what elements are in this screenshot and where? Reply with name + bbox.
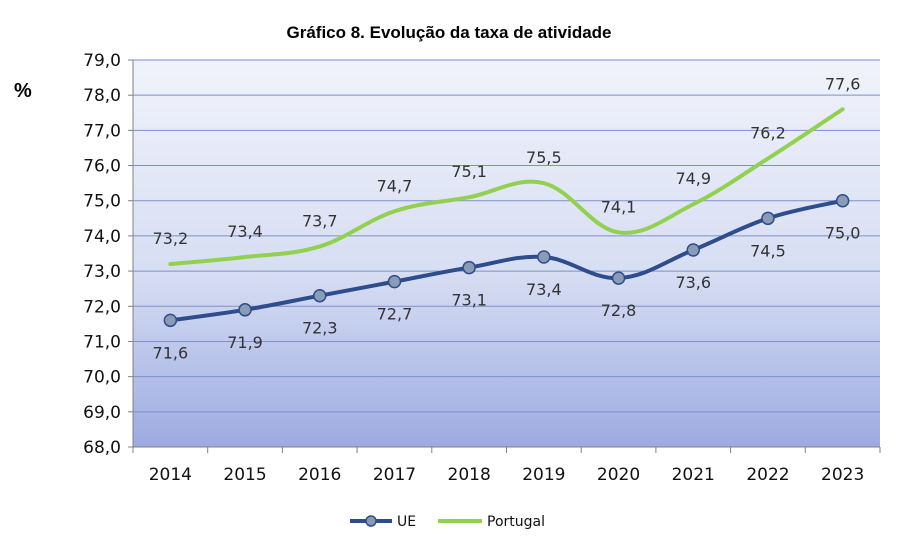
data-label-portugal: 76,2 (750, 124, 786, 143)
data-label-ue: 72,7 (377, 305, 413, 324)
data-label-ue: 74,5 (750, 241, 786, 260)
data-label-portugal: 74,1 (601, 197, 637, 216)
data-label-ue: 73,6 (675, 273, 711, 292)
data-label-portugal: 74,7 (377, 176, 413, 195)
series-line-ue (168, 198, 845, 323)
data-label-portugal: 77,6 (825, 74, 861, 93)
data-point-ue (686, 243, 700, 257)
data-labels: 71,6 71,9 72,3 72,7 73,1 73,4 72,8 73,6 74,5 75,0… (153, 74, 861, 362)
x-tick-label: 2019 (522, 465, 565, 485)
x-tick-label: 2021 (672, 465, 715, 485)
data-point-ue (387, 274, 402, 289)
data-label-ue: 71,6 (153, 343, 189, 362)
data-label-ue: 75,0 (825, 224, 861, 243)
data-label-portugal: 74,9 (675, 169, 711, 188)
legend-label-portugal: Portugal (487, 514, 545, 530)
data-label-portugal: 73,7 (302, 211, 338, 230)
y-tick-label: 74,0 (83, 227, 121, 247)
chart-title: Gráfico 8. Evolução da taxa de atividade (286, 23, 611, 42)
y-tick-label: 68,0 (83, 438, 121, 458)
data-point-ue (462, 260, 476, 275)
data-label-ue: 72,8 (601, 301, 637, 320)
data-label-portugal: 73,4 (227, 222, 263, 241)
x-tick-label: 2015 (223, 465, 266, 485)
data-point-ue (313, 288, 327, 303)
data-point-ue (835, 193, 850, 208)
x-tick-label: 2014 (149, 465, 192, 485)
y-tick-label: 77,0 (83, 121, 121, 141)
data-point-ue (163, 313, 178, 328)
x-tick-label: 2016 (298, 465, 341, 485)
series-lines (163, 107, 850, 328)
x-tick-label: 2020 (597, 465, 640, 485)
plot-area (133, 60, 880, 447)
legend: UE Portugal (350, 514, 545, 530)
legend-marker-ue (365, 515, 377, 527)
data-label-portugal: 73,2 (153, 229, 189, 248)
data-point-ue (537, 250, 551, 264)
series-line-portugal (168, 107, 845, 267)
x-tick-label: 2018 (448, 465, 491, 485)
data-point-ue (611, 271, 626, 285)
x-tick-label: 2017 (373, 465, 416, 485)
y-axis-label: % (14, 80, 32, 102)
y-tick-label: 72,0 (83, 297, 121, 317)
y-tick-label: 79,0 (83, 51, 121, 71)
data-label-ue: 73,1 (451, 291, 487, 310)
legend-label-ue: UE (397, 514, 416, 530)
y-tick-label: 76,0 (83, 157, 121, 177)
y-tick-label: 69,0 (83, 403, 121, 423)
y-tick-label: 78,0 (83, 86, 121, 106)
data-label-ue: 73,4 (526, 280, 562, 299)
data-point-ue (238, 303, 252, 317)
data-point-ue (761, 211, 775, 226)
y-tick-label: 71,0 (83, 332, 121, 352)
y-tick-label: 70,0 (83, 368, 121, 388)
x-tick-label: 2022 (746, 465, 789, 485)
y-tick-label: 73,0 (83, 262, 121, 282)
data-label-portugal: 75,1 (451, 162, 487, 181)
y-tick-label: 75,0 (83, 192, 121, 212)
grid-lines (133, 59, 880, 413)
data-label-portugal: 75,5 (526, 148, 562, 167)
x-tick-label: 2023 (821, 465, 864, 485)
data-label-ue: 71,9 (227, 333, 263, 352)
axes: 68,0 69,0 70,0 71,0 72,0 73,0 74,0 75,0 76,0 77,0… (83, 51, 881, 485)
data-label-ue: 72,3 (302, 319, 338, 338)
